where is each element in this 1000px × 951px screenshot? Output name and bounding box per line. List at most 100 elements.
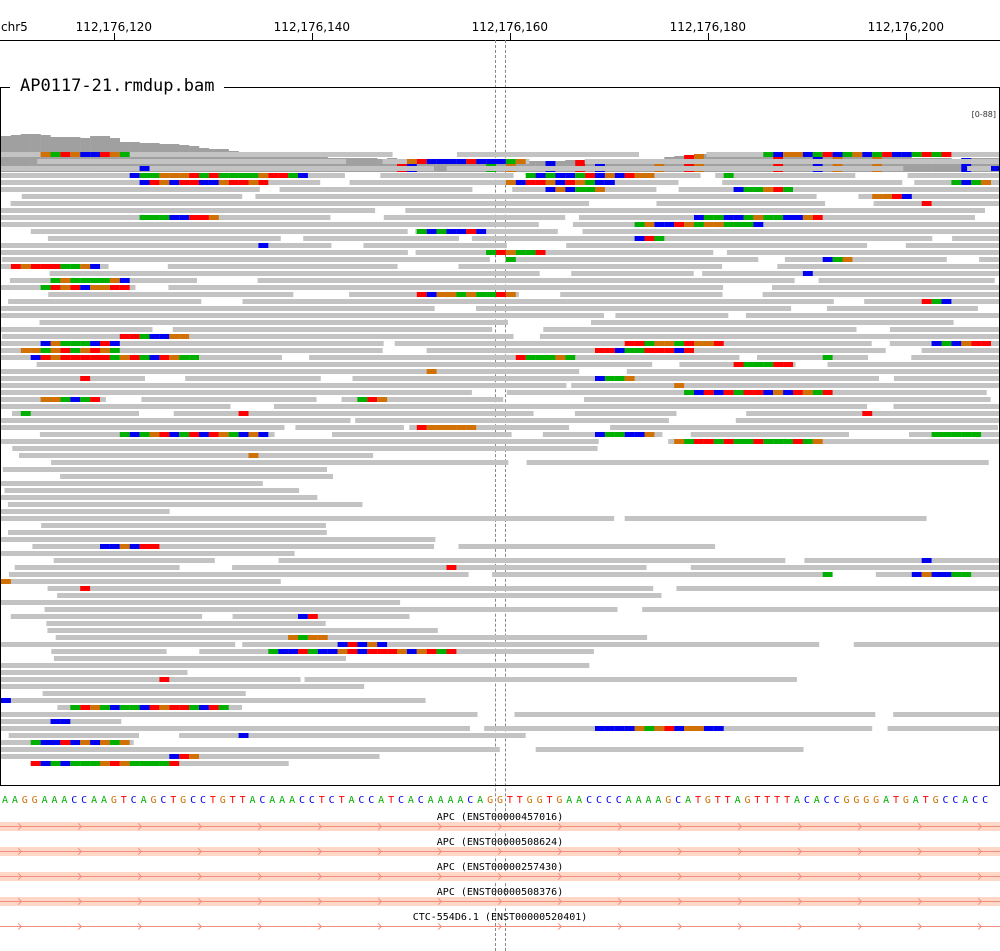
read-mismatch xyxy=(713,390,724,395)
strand-arrow-icon xyxy=(494,922,503,931)
sequence-base: C xyxy=(833,795,840,806)
read-mismatch xyxy=(109,285,120,290)
read-mismatch xyxy=(773,187,784,192)
read-mismatch xyxy=(40,761,51,766)
read-mismatch xyxy=(793,390,803,395)
read-mismatch xyxy=(753,439,764,444)
read-mismatch xyxy=(387,649,397,654)
read-mismatch xyxy=(446,425,457,430)
read-mismatch xyxy=(753,362,764,367)
read-mismatch xyxy=(129,761,140,766)
read-alignment xyxy=(1,243,332,248)
read-mismatch xyxy=(723,390,734,395)
read-mismatch xyxy=(416,292,427,297)
read-mismatch xyxy=(515,180,526,185)
read-alignment xyxy=(676,586,999,591)
read-mismatch xyxy=(100,285,110,290)
sequence-base: G xyxy=(21,795,28,806)
sequence-base: G xyxy=(704,795,711,806)
read-alignment xyxy=(242,299,834,304)
sequence-base: A xyxy=(348,795,355,806)
sequence-base: G xyxy=(110,795,117,806)
read-mismatch xyxy=(436,649,447,654)
ruler-tick-label: 112,176,180 xyxy=(669,20,747,34)
read-mismatch xyxy=(238,432,249,437)
read-mismatch xyxy=(109,761,120,766)
sequence-base: A xyxy=(437,795,444,806)
gene-annotation-track[interactable]: APC (ENST00000457016) APC (ENST0000050862… xyxy=(0,809,1000,951)
read-mismatch xyxy=(872,194,883,199)
read-mismatch xyxy=(644,236,655,241)
read-alignment xyxy=(571,383,999,388)
coverage-bar xyxy=(476,159,487,172)
read-mismatch xyxy=(129,334,140,339)
read-alignment xyxy=(827,362,999,367)
read-mismatch xyxy=(218,180,229,185)
read-mismatch xyxy=(119,285,130,290)
read-mismatch xyxy=(674,726,685,731)
read-mismatch xyxy=(90,761,100,766)
sequence-base: C xyxy=(397,795,405,806)
read-mismatch xyxy=(783,152,793,157)
read-mismatch xyxy=(179,754,190,759)
read-mismatch xyxy=(288,635,298,640)
read-mismatch xyxy=(446,159,457,164)
read-mismatch xyxy=(119,761,130,766)
sequence-base: A xyxy=(447,795,454,806)
read-mismatch xyxy=(703,215,714,220)
read-alignment xyxy=(505,257,759,262)
chromosome-label: chr5 xyxy=(1,20,28,34)
read-mismatch xyxy=(159,432,170,437)
read-mismatch xyxy=(644,726,655,731)
read-mismatch xyxy=(822,572,833,577)
read-mismatch xyxy=(40,355,51,360)
read-alignment xyxy=(967,166,999,171)
sequence-base: C xyxy=(982,795,989,806)
ruler-tick xyxy=(509,33,511,40)
read-alignment xyxy=(51,460,509,465)
read-mismatch xyxy=(1,698,11,703)
read-mismatch xyxy=(80,761,91,766)
sequence-base: T xyxy=(229,795,236,806)
gene-label: APC (ENST00000457016) xyxy=(436,812,564,823)
reads-pileup[interactable] xyxy=(1,151,999,771)
sequence-base: T xyxy=(714,795,721,806)
sequence-base: C xyxy=(803,795,810,806)
read-alignment xyxy=(51,649,167,654)
sequence-base: G xyxy=(932,795,939,806)
sequence-base: C xyxy=(417,795,424,806)
sequence-base: A xyxy=(685,795,692,806)
read-mismatch xyxy=(298,635,308,640)
coverage-bar xyxy=(921,158,932,172)
read-mismatch xyxy=(624,432,635,437)
read-mismatch xyxy=(80,341,91,346)
read-mismatch xyxy=(238,173,249,178)
read-mismatch xyxy=(763,390,774,395)
read-mismatch xyxy=(179,432,190,437)
read-mismatch xyxy=(674,222,685,227)
read-alignment xyxy=(492,572,827,577)
read-mismatch xyxy=(773,390,784,395)
read-mismatch xyxy=(694,726,704,731)
read-mismatch xyxy=(60,740,71,745)
alignment-track-panel[interactable]: [0-88] xyxy=(0,87,1000,786)
read-alignment xyxy=(185,376,321,381)
coverage-bar xyxy=(951,159,962,172)
read-mismatch xyxy=(238,180,249,185)
read-alignment xyxy=(53,558,215,563)
read-mismatch xyxy=(159,761,170,766)
read-mismatch xyxy=(139,544,150,549)
read-mismatch xyxy=(614,432,625,437)
read-alignment xyxy=(1,383,567,388)
read-mismatch xyxy=(307,635,318,640)
read-mismatch xyxy=(436,159,447,164)
sequence-base: A xyxy=(100,795,108,806)
read-mismatch xyxy=(505,257,516,262)
sequence-base: A xyxy=(289,795,296,806)
track-name[interactable]: AP0117-21.rmdup.bam xyxy=(10,76,225,96)
sequence-base: G xyxy=(902,795,909,806)
read-mismatch xyxy=(802,390,813,395)
genomic-ruler[interactable]: chr5 112,176,120 112,176,140 112,176,160 11… xyxy=(0,0,1000,41)
read-mismatch xyxy=(545,187,556,192)
read-mismatch xyxy=(278,173,289,178)
